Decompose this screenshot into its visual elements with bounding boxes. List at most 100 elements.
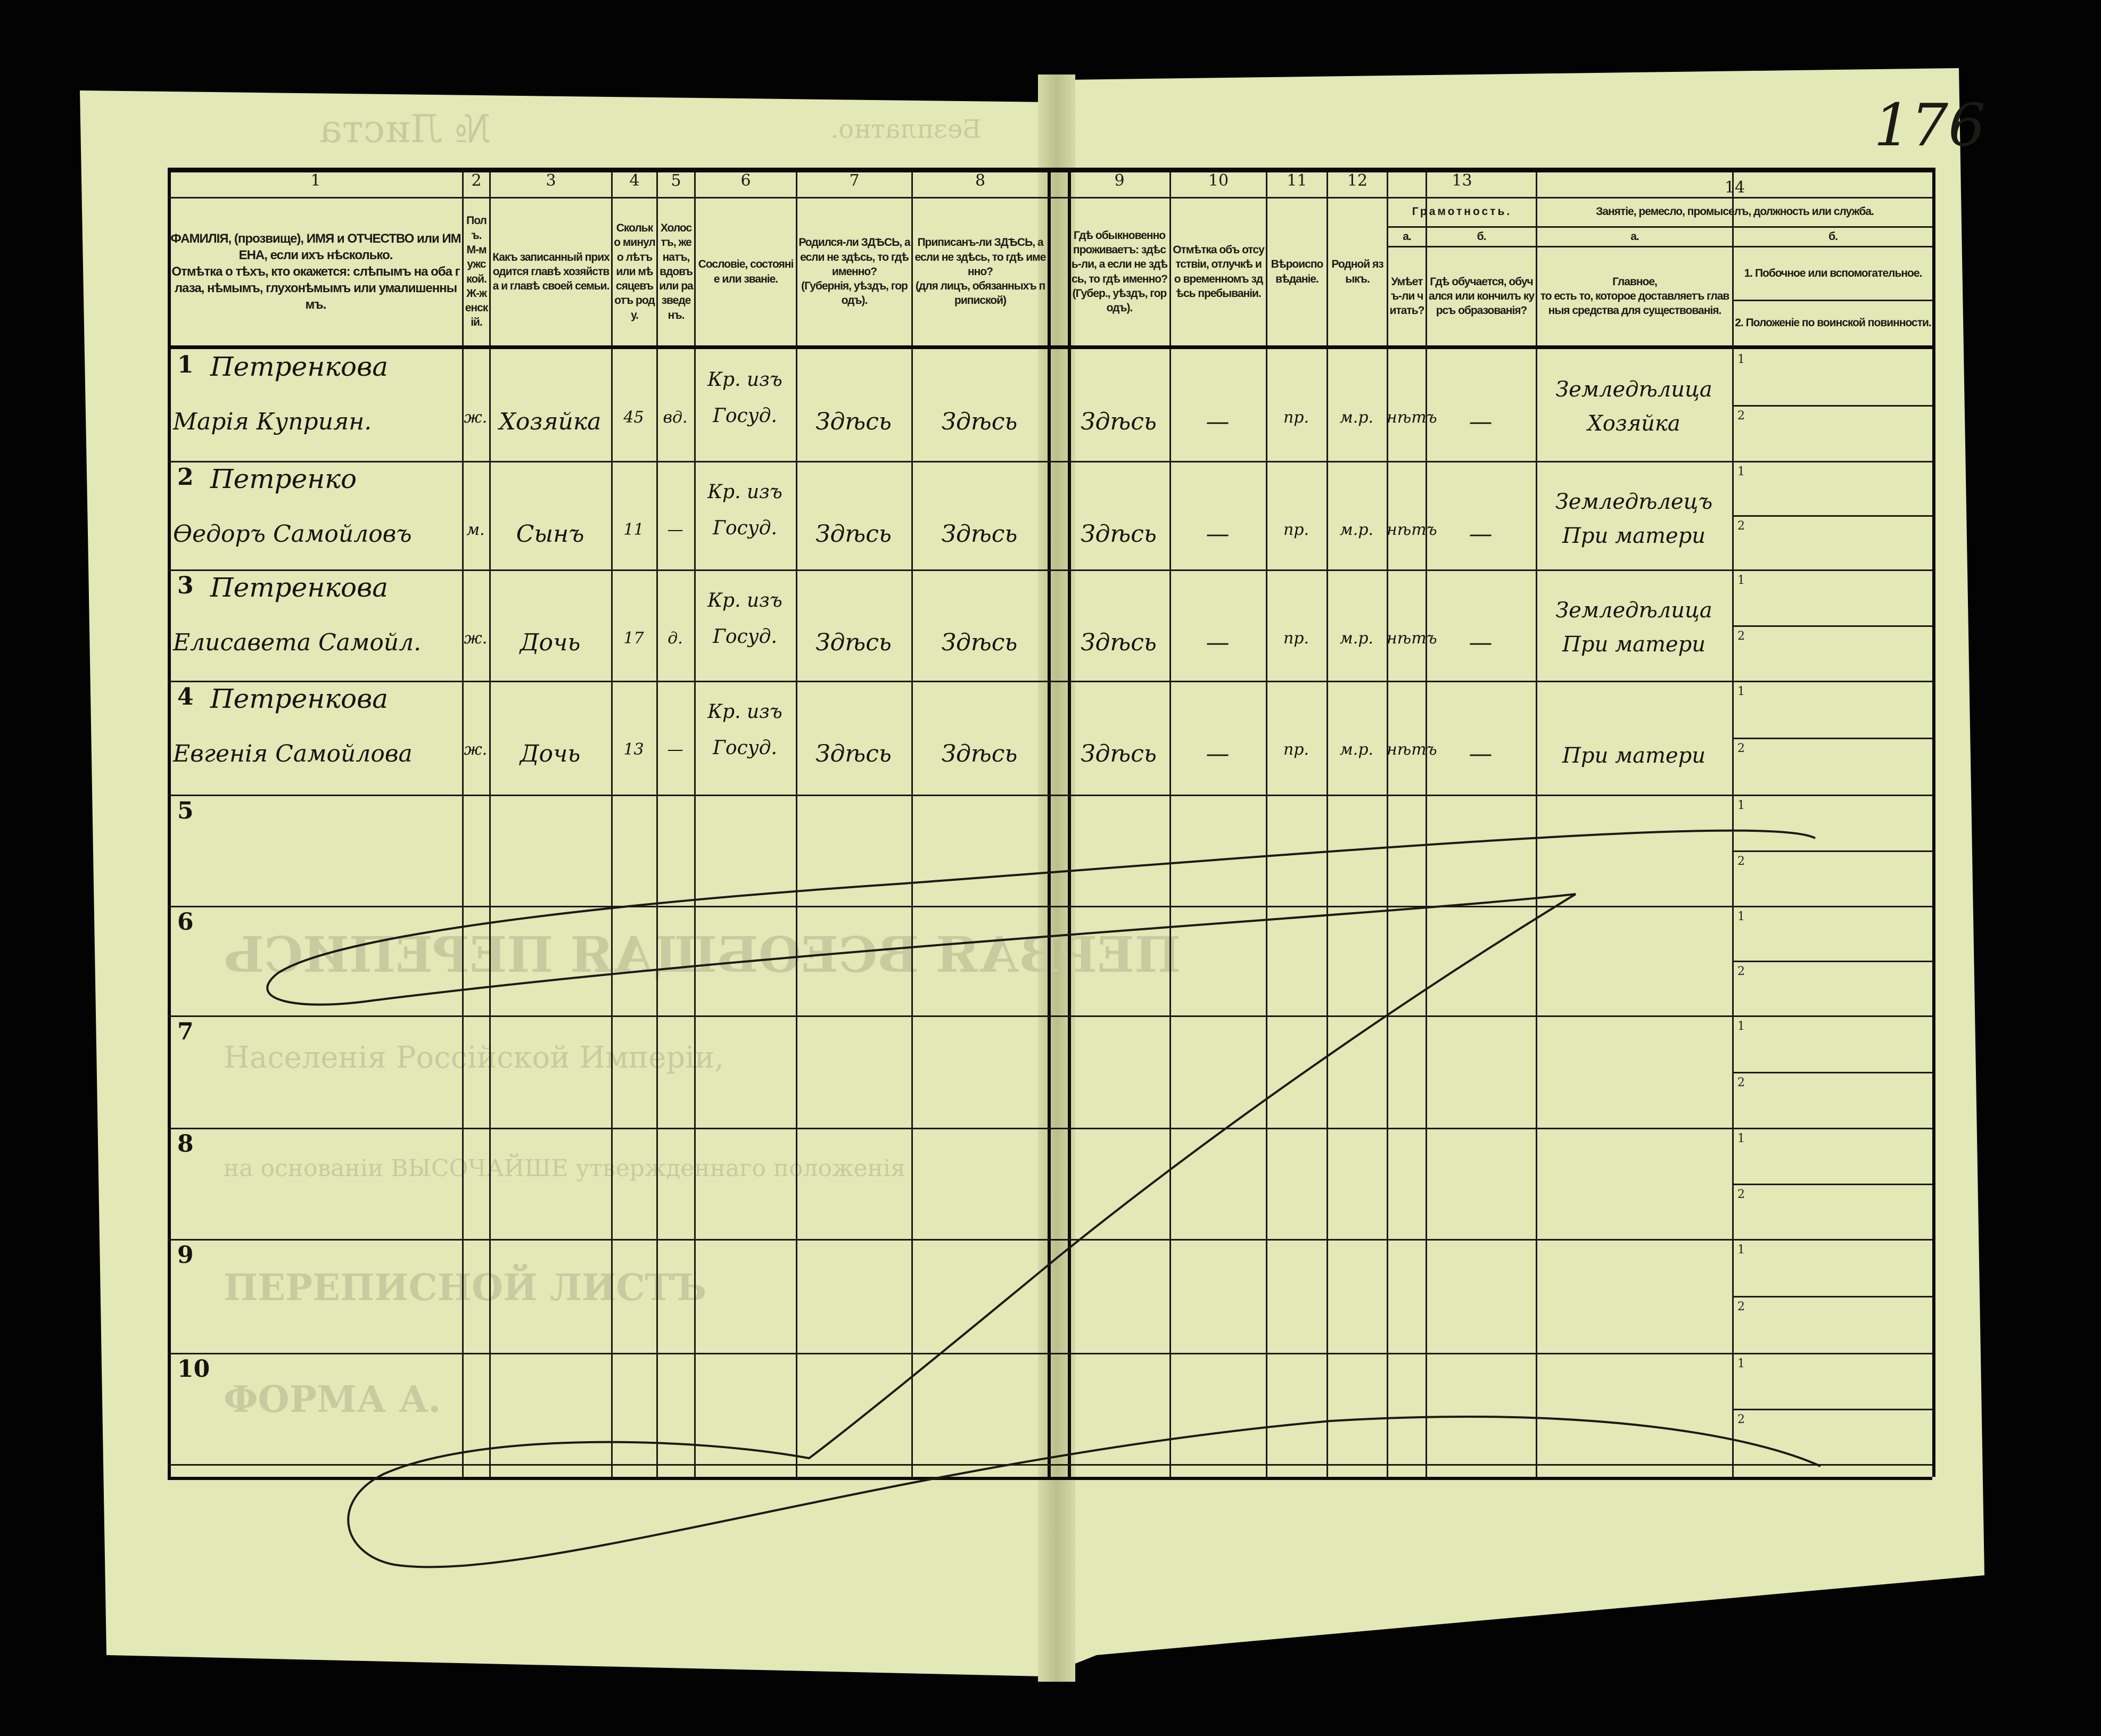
given-name: Елисавета Самойл. bbox=[173, 629, 422, 656]
sub-row-divider bbox=[1732, 961, 1932, 962]
column-number: 2 bbox=[471, 171, 482, 190]
cross-out-line bbox=[266, 829, 1821, 1568]
occupation-b-label: б. bbox=[1828, 230, 1838, 243]
column-divider bbox=[1169, 168, 1171, 1477]
field-resides: Здѣсь bbox=[1081, 740, 1157, 767]
literacy-b-header: Гдѣ обучается, обучался или кончилъ курс… bbox=[1428, 275, 1535, 317]
field-marital: вд. bbox=[663, 408, 688, 427]
field-born: Здѣсь bbox=[815, 629, 892, 656]
column-header: Полъ. М-мужской. Ж-женскій. bbox=[465, 214, 489, 329]
sub-row-divider bbox=[1732, 1408, 1932, 1410]
column-number: 1 bbox=[310, 171, 321, 190]
sub-mark-2: 2 bbox=[1737, 409, 1745, 423]
column-header: Сословіе, состояніе или званіе. bbox=[698, 258, 794, 285]
occupation-a-header: Главное, то есть то, которое доставляетъ… bbox=[1540, 275, 1730, 317]
column-header: Сколько минуло лѣтъ или мѣсяцевъ отъ род… bbox=[614, 221, 656, 321]
column-divider bbox=[1387, 168, 1388, 1477]
row-divider bbox=[168, 1015, 1932, 1017]
field-education: — bbox=[1469, 740, 1493, 767]
field-registered: Здѣсь bbox=[941, 520, 1018, 548]
column-number: 10 bbox=[1208, 171, 1229, 190]
column-header: Родился-ли ЗДѢСЬ, а если не здѣсь, то гд… bbox=[798, 236, 910, 307]
sub-mark-1: 1 bbox=[1737, 1020, 1745, 1033]
row-number: 7 bbox=[177, 1018, 194, 1045]
column-number: 7 bbox=[849, 171, 860, 190]
column-number: 6 bbox=[740, 171, 751, 190]
column-header: Приписанъ-ли ЗДѢСЬ, а если не здѣсь, то … bbox=[914, 236, 1047, 307]
field-marital: д. bbox=[668, 629, 683, 648]
occupation-b2-header: 2. Положеніе по воинской повинности. bbox=[1735, 317, 1932, 329]
field-born: Здѣсь bbox=[815, 408, 892, 435]
literacy-header: Грамотность. bbox=[1412, 205, 1512, 218]
field-registered: Здѣсь bbox=[941, 740, 1018, 767]
show-through-form: ФОРМА А. bbox=[224, 1378, 441, 1421]
column-divider bbox=[796, 168, 797, 1477]
field-resides: Здѣсь bbox=[1081, 520, 1157, 548]
field-education: — bbox=[1469, 520, 1493, 548]
field-relation: Дочь bbox=[520, 629, 581, 656]
sub-mark-2: 2 bbox=[1737, 1412, 1745, 1426]
field-religion: пр. bbox=[1283, 740, 1309, 759]
field-absence: — bbox=[1206, 629, 1230, 656]
field-age: 45 bbox=[623, 408, 644, 427]
sub-mark-1: 1 bbox=[1737, 465, 1745, 478]
sub-row-divider bbox=[1732, 515, 1932, 517]
sub-row-divider bbox=[1732, 738, 1932, 739]
column-header: Отмѣтка объ отсутствіи, отлучкѣ и о врем… bbox=[1173, 243, 1265, 300]
field-occupation: При матери bbox=[1562, 743, 1705, 768]
column-number: 3 bbox=[546, 171, 556, 190]
field-absence: — bbox=[1206, 740, 1230, 767]
column-divider bbox=[168, 168, 171, 1477]
table-top-border bbox=[168, 168, 1932, 172]
field-language: м.р. bbox=[1339, 740, 1374, 759]
field-marital: — bbox=[667, 740, 683, 759]
literacy-a-header: Умѣетъ-ли читать? bbox=[1389, 275, 1425, 317]
header-number-divider bbox=[168, 197, 1932, 199]
occupation-a-label: а. bbox=[1630, 230, 1639, 243]
surname: Петренкова bbox=[210, 572, 389, 603]
sub-row-divider bbox=[1732, 625, 1932, 627]
row-divider bbox=[168, 1239, 1932, 1241]
field-relation: Дочь bbox=[520, 740, 581, 767]
column-number: 11 bbox=[1287, 171, 1307, 190]
literacy-split bbox=[1426, 226, 1427, 349]
given-name: Евгенія Самойлова bbox=[173, 740, 413, 767]
sub-mark-1: 1 bbox=[1737, 1243, 1745, 1256]
field-occupation: Земледѣлецъ При матери bbox=[1555, 490, 1713, 548]
field-estate: Кр. изъ Госуд. bbox=[707, 590, 782, 648]
field-estate: Кр. изъ Госуд. bbox=[707, 701, 782, 759]
row-divider bbox=[168, 1464, 1932, 1466]
field-occupation: Земледѣлица Хозяйка bbox=[1555, 377, 1712, 436]
occupation-num-divider bbox=[1537, 197, 1932, 199]
field-relation: Хозяйка bbox=[499, 408, 602, 435]
field-language: м.р. bbox=[1339, 408, 1374, 427]
field-education: — bbox=[1469, 629, 1493, 656]
show-through-subtitle: Населенія Россійской Имперіи, bbox=[224, 1040, 724, 1075]
field-age: 13 bbox=[623, 740, 644, 759]
occupation-subdivider-2 bbox=[1537, 246, 1932, 247]
column-number: 13 bbox=[1452, 171, 1472, 190]
occupation-b-divider bbox=[1732, 300, 1932, 301]
column-header: Родной языкъ. bbox=[1331, 258, 1383, 285]
field-registered: Здѣсь bbox=[941, 408, 1018, 435]
column-divider bbox=[1068, 168, 1071, 1477]
row-number: 5 bbox=[177, 797, 194, 824]
row-number: 9 bbox=[177, 1242, 194, 1269]
header-bottom-border bbox=[168, 345, 1932, 349]
sub-mark-1: 1 bbox=[1737, 799, 1745, 812]
column-divider bbox=[489, 168, 491, 1477]
given-name: Ѳедоръ Самойловъ bbox=[173, 520, 412, 548]
column-divider bbox=[1326, 168, 1328, 1477]
sub-mark-2: 2 bbox=[1737, 519, 1745, 533]
occupation-subdivider bbox=[1537, 226, 1932, 228]
field-occupation: Земледѣлица При матери bbox=[1555, 598, 1712, 657]
row-divider bbox=[168, 1128, 1932, 1129]
field-language: м.р. bbox=[1339, 629, 1374, 648]
sub-mark-1: 1 bbox=[1737, 685, 1745, 698]
occupation-header: Занятіе, ремесло, промыселъ, должность и… bbox=[1596, 205, 1874, 218]
field-sex: м. bbox=[466, 520, 485, 539]
sub-row-divider bbox=[1732, 1071, 1932, 1073]
literacy-b-label: б. bbox=[1477, 230, 1487, 243]
column-number: 4 bbox=[629, 171, 640, 190]
field-registered: Здѣсь bbox=[941, 629, 1018, 656]
